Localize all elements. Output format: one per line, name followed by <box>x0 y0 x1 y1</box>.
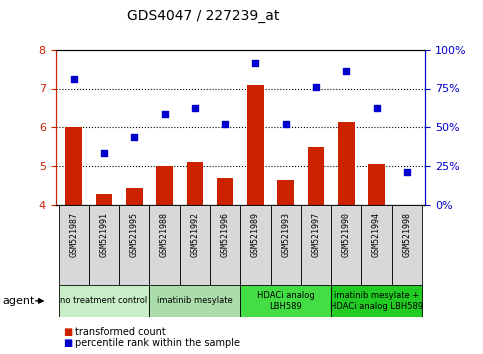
Text: ■: ■ <box>63 327 72 337</box>
Bar <box>156 166 173 205</box>
Point <box>282 121 290 126</box>
Bar <box>58 285 149 317</box>
Text: GSM521994: GSM521994 <box>372 212 381 257</box>
Point <box>342 68 350 74</box>
Bar <box>241 205 270 285</box>
Bar <box>301 205 331 285</box>
Bar <box>89 205 119 285</box>
Bar <box>277 180 294 205</box>
Text: GSM521990: GSM521990 <box>342 212 351 257</box>
Bar <box>119 205 149 285</box>
Bar <box>180 205 210 285</box>
Bar <box>217 178 233 205</box>
Point <box>130 135 138 140</box>
Point <box>252 60 259 66</box>
Bar <box>361 205 392 285</box>
Bar <box>308 147 325 205</box>
Bar <box>149 285 241 317</box>
Text: GSM521992: GSM521992 <box>190 212 199 257</box>
Point <box>161 111 169 117</box>
Text: GSM521987: GSM521987 <box>69 212 78 257</box>
Bar <box>368 164 385 205</box>
Bar <box>392 205 422 285</box>
Text: imatinib mesylate +
HDACi analog LBH589: imatinib mesylate + HDACi analog LBH589 <box>330 291 423 310</box>
Bar <box>58 205 89 285</box>
Text: no treatment control: no treatment control <box>60 296 148 306</box>
Text: transformed count: transformed count <box>75 327 166 337</box>
Text: GSM521995: GSM521995 <box>130 212 139 257</box>
Point <box>191 105 199 111</box>
Bar <box>96 194 113 205</box>
Point <box>403 170 411 175</box>
Text: GSM521988: GSM521988 <box>160 212 169 257</box>
Bar <box>149 205 180 285</box>
Text: HDACi analog
LBH589: HDACi analog LBH589 <box>257 291 314 310</box>
Text: GSM521998: GSM521998 <box>402 212 412 257</box>
Text: agent: agent <box>2 296 35 306</box>
Point <box>312 84 320 89</box>
Text: GSM521989: GSM521989 <box>251 212 260 257</box>
Bar <box>65 127 82 205</box>
Bar <box>331 285 422 317</box>
Text: GSM521991: GSM521991 <box>99 212 109 257</box>
Text: GSM521993: GSM521993 <box>281 212 290 257</box>
Text: GSM521996: GSM521996 <box>221 212 229 257</box>
Point <box>70 76 78 81</box>
Text: percentile rank within the sample: percentile rank within the sample <box>75 338 240 348</box>
Bar <box>338 122 355 205</box>
Point <box>100 150 108 156</box>
Bar <box>126 188 142 205</box>
Bar <box>241 285 331 317</box>
Text: ■: ■ <box>63 338 72 348</box>
Text: GSM521997: GSM521997 <box>312 212 321 257</box>
Bar <box>186 162 203 205</box>
Text: GDS4047 / 227239_at: GDS4047 / 227239_at <box>127 9 279 23</box>
Bar <box>331 205 361 285</box>
Bar <box>210 205 241 285</box>
Point <box>373 105 381 111</box>
Text: imatinib mesylate: imatinib mesylate <box>157 296 233 306</box>
Bar <box>247 85 264 205</box>
Bar <box>270 205 301 285</box>
Point <box>221 121 229 126</box>
